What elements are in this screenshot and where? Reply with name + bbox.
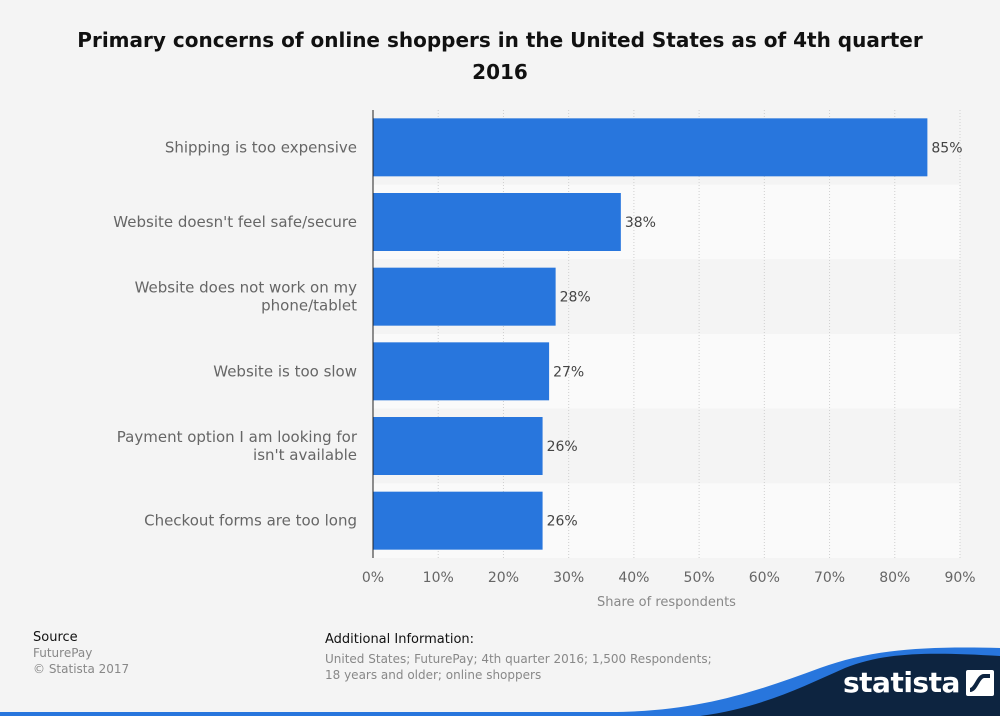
statista-logo[interactable]: statista [843,666,994,699]
x-tick-label: 0% [362,570,384,586]
chart-title: Primary concerns of online shoppers in t… [77,28,923,84]
additional-info-text: United States; FuturePay; 4th quarter 20… [325,651,745,683]
data-label: 38% [625,215,656,231]
category-label: Website doesn't feel safe/secure [113,213,357,231]
category-label: Checkout forms are too long [144,512,357,530]
additional-info-line: United States; FuturePay; 4th quarter 20… [325,652,712,666]
x-tick-label: 90% [944,570,975,586]
additional-info-heading: Additional Information: [325,632,475,647]
x-tick-label: 80% [879,570,910,586]
data-label: 27% [553,364,584,380]
source-name[interactable]: FuturePay [33,646,93,660]
source-block: Source FuturePay © Statista 2017 [33,630,129,677]
x-axis-title: Share of respondents [597,595,736,610]
bar[interactable] [373,417,543,475]
bar-chart: Shipping is too expensive Website doesn't… [113,110,976,610]
additional-info-line: 18 years and older; online shoppers [325,668,542,682]
x-tick-label: 60% [749,570,780,586]
x-tick-label: 40% [618,570,649,586]
bar[interactable] [373,491,543,550]
data-labels: 85% 38% 28% 27% 26% 26% [547,140,963,529]
category-labels: Shipping is too expensive Website doesn't… [113,138,358,529]
bar[interactable] [373,342,550,401]
category-label: Shipping is too expensive [165,138,357,156]
data-label: 85% [931,140,962,156]
bar[interactable] [373,267,556,326]
category-label: Payment option I am looking for isn't ava… [117,428,358,464]
data-label: 28% [560,290,591,306]
x-axis-ticks: 0% 10% 20% 30% 40% 50% 60% 70% 80% 90% [362,570,976,586]
copyright: © Statista 2017 [33,662,130,676]
category-label: Website does not work on my phone/tablet [135,279,358,315]
bars [373,118,928,550]
row-bands [373,110,960,558]
x-tick-label: 30% [553,570,584,586]
x-tick-label: 50% [684,570,715,586]
x-tick-label: 10% [423,570,454,586]
data-label: 26% [547,514,578,530]
additional-info-block: Additional Information: United States; F… [325,632,745,683]
x-tick-label: 70% [814,570,845,586]
bar[interactable] [373,118,928,177]
category-label: Website is too slow [213,362,357,380]
statista-mark-icon [965,669,994,696]
source-heading: Source [33,630,78,645]
data-label: 26% [547,439,578,455]
bar[interactable] [373,193,621,251]
x-tick-label: 20% [488,570,519,586]
brand-name: statista [843,666,960,699]
